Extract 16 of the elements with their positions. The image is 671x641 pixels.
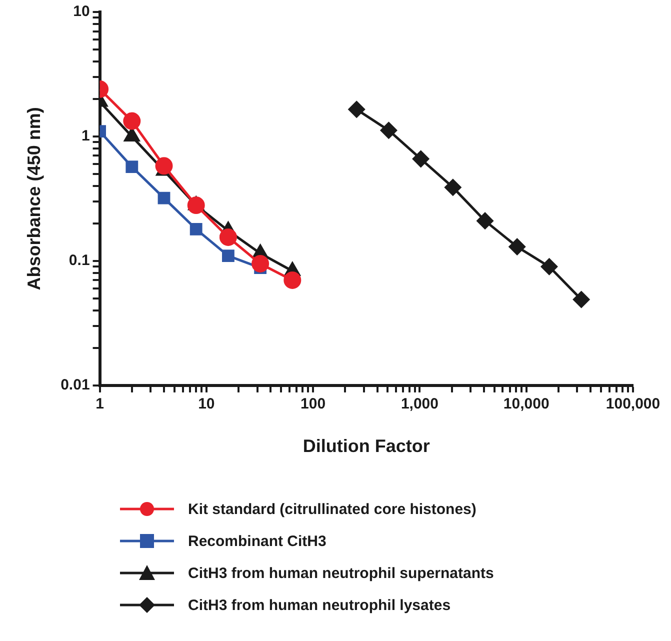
x-tick-label: 100,000 xyxy=(606,396,660,413)
x-axis-title: Dilution Factor xyxy=(302,436,430,456)
y-tick-label: 0.01 xyxy=(60,376,90,394)
x-tick-label: 1,000 xyxy=(400,396,438,413)
x-tick-label: 100 xyxy=(300,396,326,413)
x-tick-label: 1 xyxy=(96,396,104,413)
y-tick-label: 10 xyxy=(73,3,90,20)
legend-label: CitH3 from human neutrophil lysates xyxy=(188,596,451,614)
legend-label: CitH3 from human neutrophil supernatants xyxy=(188,564,494,582)
y-tick-label: 0.1 xyxy=(68,252,90,270)
y-axis-title: Absorbance (450 nm) xyxy=(24,107,44,290)
x-tick-label: 10,000 xyxy=(503,396,550,413)
legend-label: Kit standard (citrullinated core histones) xyxy=(188,500,476,518)
legend-label: Recombinant CitH3 xyxy=(188,532,326,550)
y-tick-label: 1 xyxy=(81,128,90,145)
x-tick-label: 10 xyxy=(198,396,215,413)
